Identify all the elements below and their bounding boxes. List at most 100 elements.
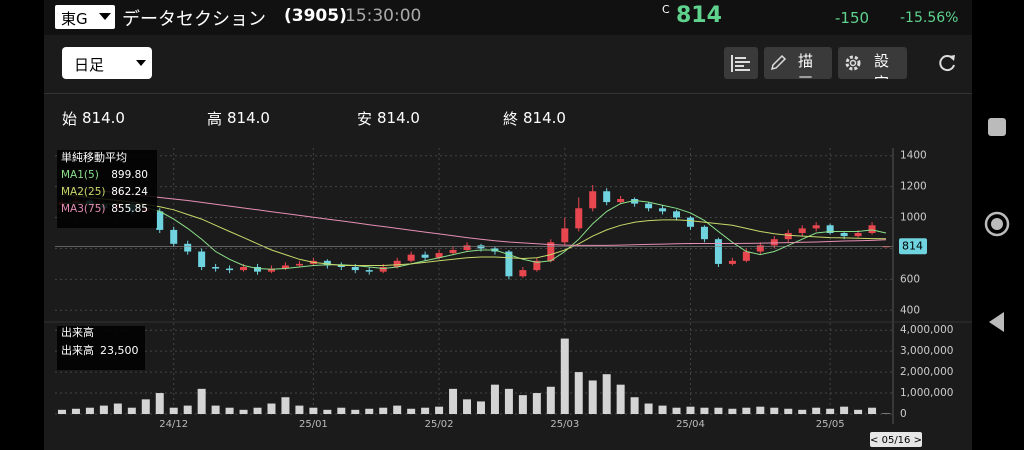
candle-body [407, 254, 415, 261]
volume-bar [71, 408, 80, 414]
legend-value: 855.85 [111, 203, 148, 215]
candle-body [393, 260, 401, 267]
candle-body [840, 233, 848, 237]
cursor-label: < 05/16 > [870, 435, 922, 446]
volume-bar [700, 407, 709, 414]
volume-bar [85, 407, 94, 414]
refresh-button[interactable] [936, 52, 958, 74]
change-pct: -15.56% [900, 10, 959, 26]
ma-line [61, 193, 887, 266]
draw-button[interactable]: 描画 [764, 47, 832, 79]
recent-apps[interactable] [988, 118, 1006, 136]
x-tick-label: 25/02 [425, 419, 454, 430]
candle-body [617, 199, 625, 203]
volume-bar [239, 409, 248, 414]
candle-body [449, 250, 457, 254]
legend-title: 単純移動平均 [61, 150, 127, 164]
ohlc-label: 高 [207, 110, 223, 128]
candle-body [156, 211, 164, 230]
volume-bar [854, 409, 863, 414]
ohlc-value: 814.0 [523, 109, 566, 127]
volume-bar [337, 407, 346, 414]
volume-bar [113, 403, 122, 414]
volume-bar [672, 407, 681, 414]
price-tag-label: 814 [902, 239, 923, 252]
candle-body [728, 260, 736, 264]
volume-bar [812, 407, 821, 414]
volume-bar [127, 407, 136, 414]
volume-bar [379, 407, 388, 414]
volume-bar [295, 405, 304, 414]
volume-bar [784, 408, 793, 414]
gear-icon [845, 55, 861, 71]
home-dot [991, 218, 1003, 230]
period: 日足 [74, 56, 105, 74]
dropdown-arrow [136, 60, 146, 66]
volume-bar [435, 406, 444, 414]
candle-body [826, 225, 834, 233]
pencil-icon [770, 54, 787, 71]
x-tick-label: 25/04 [676, 419, 705, 430]
volume-bar [351, 409, 360, 414]
back[interactable] [989, 312, 1004, 332]
volume-bar [449, 388, 458, 414]
candle-body [659, 208, 667, 212]
candle-body [784, 233, 792, 240]
legend-name: 出来高 [61, 343, 94, 357]
time: 15:30:00 [345, 6, 422, 26]
volume-bar [407, 408, 416, 414]
volume-bar [309, 407, 318, 414]
y-tick-label: 1200 [900, 181, 927, 193]
market: 東G [61, 10, 88, 28]
x-tick-label: 25/05 [816, 419, 845, 430]
candle-body [882, 246, 890, 248]
volume-bar [630, 397, 639, 414]
candle-body [365, 270, 373, 272]
home[interactable] [984, 211, 1010, 237]
volume-bar [840, 406, 849, 414]
price-tag [899, 238, 927, 255]
volume-bar [197, 388, 206, 414]
volume-bar [826, 408, 835, 414]
volume-bar [490, 384, 499, 414]
volume-bar [602, 374, 611, 414]
candle-body [281, 265, 289, 269]
volume-bar [756, 406, 765, 414]
legend-value: 862.24 [111, 186, 148, 198]
y-tick-label: 3,000,000 [900, 345, 953, 357]
legend-name: MA2(25) [61, 186, 105, 198]
ma-line [61, 199, 887, 270]
volume-bar [560, 338, 569, 414]
volume-bar [798, 409, 807, 414]
y-tick-label: 1400 [900, 150, 927, 162]
list-button[interactable] [724, 47, 758, 79]
settings-button[interactable]: 設定 [838, 47, 907, 79]
legend-box [57, 326, 145, 370]
y-tick-label: 400 [900, 304, 920, 316]
volume-bar [155, 393, 164, 414]
y-tick-label: 1,000,000 [900, 387, 953, 399]
candle-body [589, 191, 597, 209]
ohlc-value: 814.0 [227, 109, 270, 127]
list-icon [731, 55, 750, 72]
ohlc-value: 814.0 [377, 109, 420, 127]
candle-body [351, 267, 359, 271]
settings-label: 設定 [874, 52, 890, 79]
candle-body [337, 265, 345, 267]
candle-body [295, 263, 303, 266]
candle-body [519, 270, 527, 277]
market-select[interactable]: 東G [55, 5, 115, 29]
draw-label: 描画 [798, 52, 814, 79]
volume-bar [183, 405, 192, 414]
legend-name: MA3(75) [61, 203, 105, 215]
period-select[interactable]: 日足 [62, 47, 152, 79]
volume-bar [365, 408, 374, 414]
y-tick-label: 600 [900, 273, 920, 285]
candle-body [561, 228, 569, 243]
volume-bar [770, 407, 779, 414]
candle-body [547, 242, 555, 261]
legend-title: 出来高 [61, 325, 94, 339]
volume-bar [518, 395, 527, 414]
